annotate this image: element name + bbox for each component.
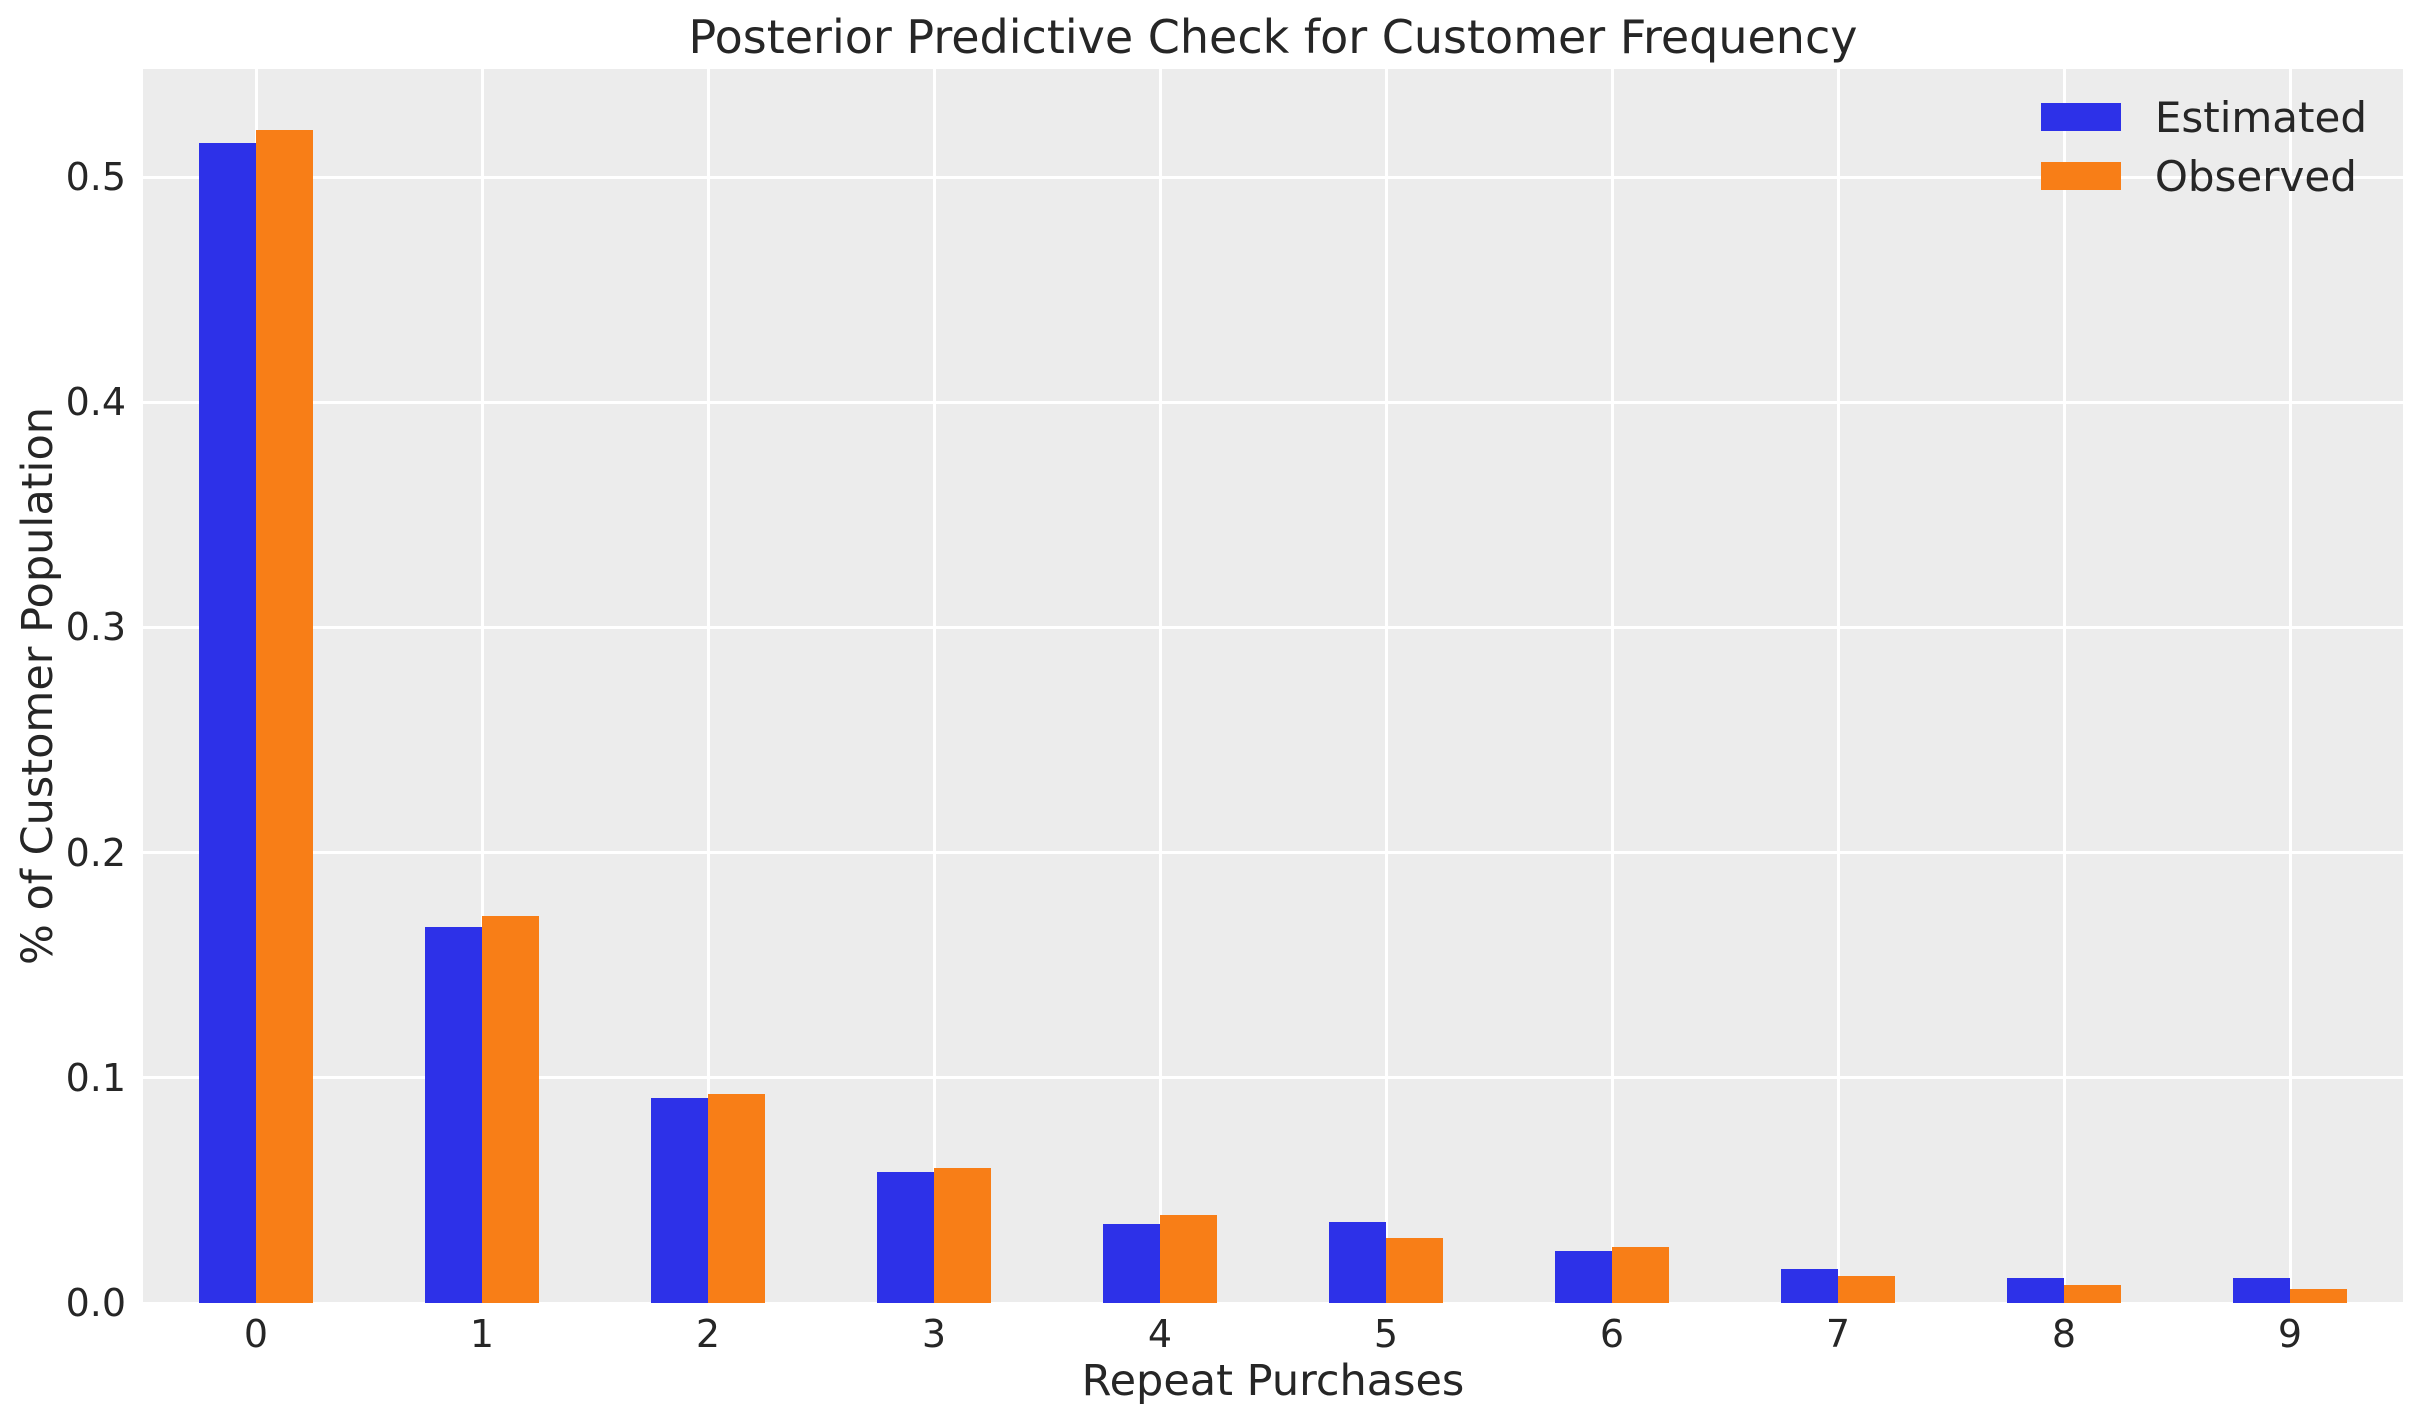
bar-estimated-9 — [2233, 1278, 2290, 1303]
bar-estimated-1 — [425, 927, 482, 1303]
bar-estimated-0 — [199, 143, 256, 1303]
bar-observed-7 — [1838, 1276, 1895, 1303]
x-tick-label-7: 7 — [1825, 1312, 1851, 1356]
bar-observed-4 — [1160, 1215, 1217, 1303]
bar-observed-9 — [2290, 1289, 2347, 1303]
y-tick-label-0.4: 0.4 — [65, 380, 126, 425]
bar-observed-0 — [256, 130, 313, 1303]
gridline-y-0.1 — [143, 1076, 2403, 1080]
x-tick-label-1: 1 — [469, 1312, 495, 1356]
bar-observed-3 — [934, 1168, 991, 1303]
bar-estimated-7 — [1781, 1269, 1838, 1303]
chart-title: Posterior Predictive Check for Customer … — [688, 10, 1858, 64]
legend-label-observed: Observed — [2154, 151, 2357, 201]
bar-estimated-3 — [877, 1172, 934, 1303]
legend-item-estimated: Estimated — [2040, 92, 2367, 142]
x-tick-label-5: 5 — [1373, 1312, 1399, 1356]
gridline-x-6 — [1610, 69, 1614, 1303]
gridline-x-8 — [2062, 69, 2066, 1303]
gridline-y-0.2 — [143, 851, 2403, 855]
bar-observed-1 — [482, 916, 539, 1303]
legend: Estimated Observed — [2040, 92, 2367, 201]
bar-estimated-2 — [651, 1098, 708, 1303]
legend-swatch-estimated — [2040, 103, 2121, 131]
gridline-x-3 — [932, 69, 936, 1303]
legend-item-observed: Observed — [2040, 151, 2367, 201]
bar-estimated-8 — [2007, 1278, 2064, 1303]
x-axis-label: Repeat Purchases — [1081, 1356, 1465, 1406]
bar-estimated-5 — [1329, 1222, 1386, 1303]
y-tick-label-0.1: 0.1 — [65, 1055, 126, 1100]
legend-swatch-observed — [2040, 162, 2121, 190]
plot-area: Estimated Observed — [143, 69, 2403, 1303]
gridline-x-5 — [1384, 69, 1388, 1303]
gridline-x-7 — [1836, 69, 1840, 1303]
gridline-y-0.5 — [143, 175, 2403, 179]
x-tick-label-2: 2 — [695, 1312, 721, 1356]
gridline-y-0.0 — [143, 1301, 2403, 1303]
bar-observed-5 — [1386, 1238, 1443, 1303]
bar-observed-6 — [1612, 1247, 1669, 1303]
x-tick-label-0: 0 — [243, 1312, 269, 1356]
legend-label-estimated: Estimated — [2154, 92, 2367, 142]
y-tick-label-0.0: 0.0 — [65, 1281, 126, 1325]
gridline-x-9 — [2288, 69, 2292, 1303]
x-tick-label-4: 4 — [1147, 1312, 1173, 1356]
y-tick-label-0.5: 0.5 — [65, 155, 126, 200]
gridline-x-4 — [1158, 69, 1162, 1303]
bar-estimated-4 — [1103, 1224, 1160, 1303]
gridline-x-1 — [480, 69, 484, 1303]
bar-observed-8 — [2064, 1285, 2121, 1303]
y-tick-label-0.2: 0.2 — [65, 830, 126, 875]
y-axis-label: % of Customer Population — [13, 406, 63, 966]
bar-observed-2 — [708, 1094, 765, 1303]
x-tick-label-8: 8 — [2051, 1312, 2077, 1356]
gridline-y-0.4 — [143, 400, 2403, 404]
y-tick-label-0.3: 0.3 — [65, 605, 126, 650]
gridline-x-2 — [706, 69, 710, 1303]
bar-estimated-6 — [1555, 1251, 1612, 1303]
x-tick-label-3: 3 — [921, 1312, 947, 1356]
x-tick-label-6: 6 — [1599, 1312, 1625, 1356]
gridline-y-0.3 — [143, 625, 2403, 629]
x-tick-label-9: 9 — [2277, 1312, 2303, 1356]
